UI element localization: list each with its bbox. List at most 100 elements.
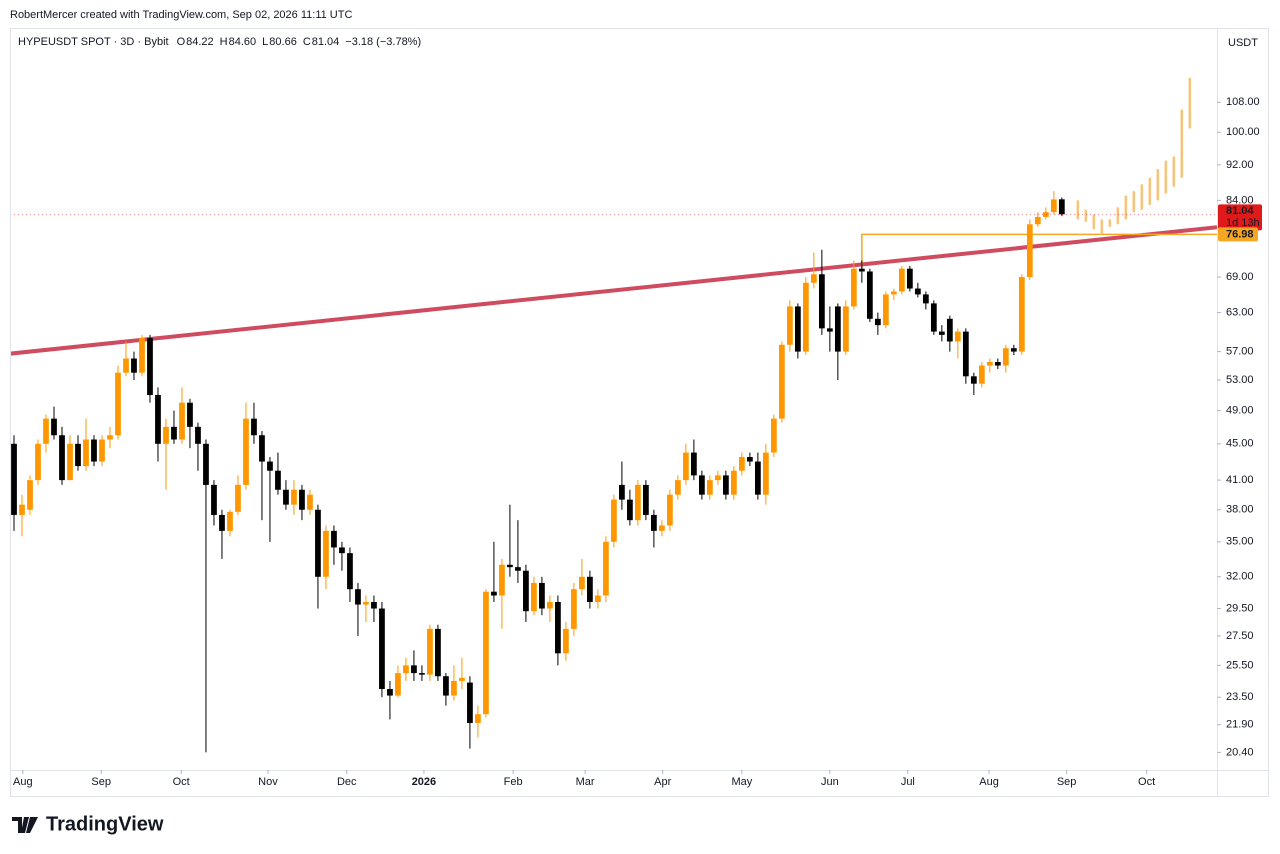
candle-body	[611, 499, 617, 542]
candle-body	[1018, 277, 1025, 352]
y-tick-label: 53.00	[1226, 374, 1254, 386]
y-tick-label: 41.00	[1226, 474, 1254, 486]
candle-body	[379, 608, 385, 690]
candle-body	[419, 673, 425, 675]
candle-body	[890, 291, 897, 295]
candle-body	[922, 294, 929, 304]
x-tick-label: Jun	[821, 776, 839, 788]
y-tick-label: 32.00	[1226, 571, 1254, 583]
candle-body	[579, 576, 585, 590]
candle-body	[83, 439, 89, 467]
candle-body	[435, 628, 441, 677]
candle-body	[571, 589, 577, 629]
candle-body	[978, 365, 985, 384]
candle-body	[635, 484, 641, 521]
legend-h-label: H	[220, 36, 228, 48]
candle-body	[1034, 216, 1041, 225]
candle-body	[1026, 224, 1033, 278]
candle-body	[659, 525, 665, 531]
candle-body	[643, 484, 649, 515]
legend-o-label: O	[177, 36, 186, 48]
candle-body	[483, 591, 489, 715]
countdown-label: 1d 13h	[1226, 217, 1260, 229]
frame	[10, 28, 1269, 797]
candle-body	[19, 504, 25, 515]
candle-body	[547, 601, 553, 609]
candle-body	[691, 452, 697, 476]
candle-body	[115, 372, 121, 436]
x-tick-label: Dec	[337, 776, 357, 788]
candle-body	[67, 443, 73, 481]
candle-body	[754, 461, 761, 495]
candle-body	[395, 673, 401, 696]
legend-o: 84.22	[186, 36, 214, 48]
x-tick-label: Oct	[1138, 776, 1155, 788]
candle-body	[866, 271, 873, 319]
candle-body	[1010, 348, 1017, 352]
candle-body	[107, 435, 113, 440]
x-tick-label: Aug	[13, 776, 33, 788]
candle-body	[778, 344, 785, 419]
x-tick-label: Jul	[901, 776, 915, 788]
candle-body	[267, 461, 273, 471]
candle-body	[427, 628, 433, 675]
candle-body	[235, 484, 241, 512]
candle-body	[930, 303, 937, 332]
candle-body	[331, 530, 337, 548]
candle-body	[51, 418, 57, 436]
candle-body	[499, 564, 505, 596]
candle-body	[91, 439, 97, 462]
x-tick-label: 2026	[412, 776, 436, 788]
candle-body	[179, 402, 185, 440]
y-tick-label: 21.90	[1226, 719, 1254, 731]
candle-body	[651, 514, 657, 531]
candle-body	[874, 318, 881, 326]
candle-body	[307, 494, 313, 510]
candle-body	[699, 475, 705, 495]
y-tick-label: 84.00	[1226, 194, 1254, 206]
candle-body	[970, 376, 977, 384]
candle-body	[563, 628, 569, 654]
candle-body	[762, 452, 769, 495]
candle-body	[243, 418, 249, 485]
candle-body	[27, 480, 33, 510]
candle-body	[794, 306, 801, 352]
candle-body	[1050, 199, 1057, 213]
candle-body	[227, 511, 233, 531]
candle-body	[898, 268, 905, 292]
candle-body	[515, 567, 521, 571]
candle-body	[507, 564, 513, 568]
logo-mark	[12, 817, 38, 833]
x-tick-label: Mar	[576, 776, 595, 788]
candle-body	[211, 484, 217, 515]
candle-body	[946, 318, 953, 342]
candle-body	[171, 426, 177, 440]
candle-body	[523, 570, 529, 612]
y-tick-label: 92.00	[1226, 159, 1254, 171]
candle-body	[834, 306, 841, 352]
candle-body	[291, 489, 297, 505]
candle-body	[627, 499, 633, 521]
y-tick-label: 100.00	[1226, 126, 1260, 138]
candle-body	[323, 530, 329, 577]
candle-body	[163, 426, 169, 444]
candle-body	[75, 443, 81, 467]
candle-body	[155, 394, 161, 444]
candle-body	[850, 268, 857, 307]
y-tick-label: 25.50	[1226, 659, 1254, 671]
trendline	[11, 225, 1217, 356]
candle-body	[139, 338, 145, 373]
candle-body	[187, 402, 193, 427]
candle-body	[251, 418, 257, 436]
level-label: 76.98	[1226, 228, 1254, 240]
last-price-box	[1218, 204, 1262, 231]
x-tick-label: Oct	[173, 776, 190, 788]
candle-body	[555, 601, 561, 654]
candle-body	[131, 358, 137, 373]
legend-l-label: L	[262, 36, 268, 48]
candle-body	[123, 358, 129, 373]
legend-symbol: HYPEUSDT SPOT · 3D · Bybit	[18, 36, 169, 48]
candle-body	[675, 480, 681, 495]
